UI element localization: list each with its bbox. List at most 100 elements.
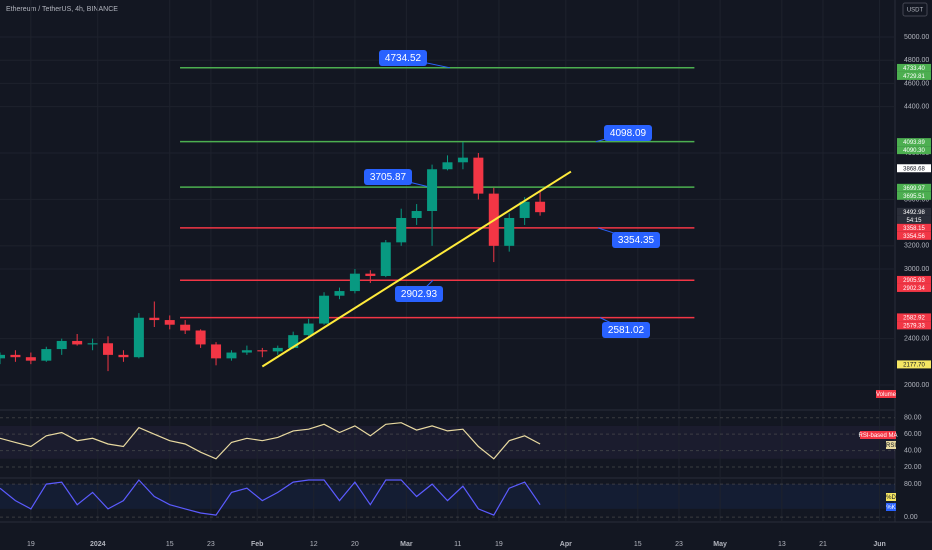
stoch-band: [0, 484, 895, 509]
candle-body: [380, 242, 391, 276]
x-tick-label: 23: [207, 541, 215, 548]
candle-body: [334, 291, 345, 296]
candle-body: [272, 347, 283, 352]
annotation-label: 3705.87: [370, 172, 407, 183]
annotation-box: [364, 169, 412, 185]
y-tick-label: 4400.00: [904, 103, 929, 110]
y-tick-label: 2000.00: [904, 382, 929, 389]
candle-body: [133, 317, 144, 358]
y-tick-label: 60.00: [904, 431, 922, 438]
candle-body: [319, 295, 330, 324]
candle-body: [41, 349, 52, 361]
x-tick-label: 2024: [90, 541, 106, 548]
x-tick-label: Feb: [251, 541, 263, 548]
y-tick-label: 4800.00: [904, 57, 929, 64]
chart-title: Ethereum / TetherUS, 4h, BINANCE: [6, 6, 118, 13]
candle-body: [164, 320, 175, 325]
price-badge: [897, 275, 931, 284]
candle-body: [56, 340, 67, 350]
candle-body: [303, 323, 314, 336]
price-badge: [897, 321, 931, 330]
y-tick-label: 80.00: [904, 481, 922, 488]
price-badge-label: 3354.56: [903, 234, 925, 240]
price-badge: [897, 313, 931, 322]
stoch-line: [0, 479, 541, 516]
pane-label-box: [860, 431, 896, 439]
candle-body: [427, 169, 438, 212]
price-badge-label: 2582.92: [903, 315, 925, 321]
price-badge-label: 2905.93: [903, 278, 925, 284]
price-badge-label: 3695.51: [903, 194, 925, 200]
x-tick-label: 11: [454, 541, 461, 548]
y-tick-label: 80.00: [904, 415, 922, 422]
candle-body: [365, 273, 376, 276]
price-badge-label: 4733.40: [903, 66, 925, 72]
candle-body: [396, 217, 407, 243]
candle-body: [288, 335, 299, 348]
price-badge: [897, 183, 931, 192]
candle-body: [519, 201, 530, 218]
annotation-box: [379, 50, 427, 66]
x-tick-label: 20: [351, 541, 359, 548]
currency-button[interactable]: [902, 2, 928, 17]
candle-body: [411, 211, 422, 218]
x-tick-label: 19: [27, 541, 35, 548]
y-tick-label: 0.00: [904, 514, 918, 521]
x-tick-label: 15: [166, 541, 174, 548]
price-badge-label: 3492.98: [903, 210, 925, 216]
candle-body: [195, 330, 206, 345]
price-badge: [897, 207, 931, 216]
candle-body: [72, 340, 83, 345]
candle-body: [180, 324, 191, 331]
candle-body: [241, 350, 252, 353]
candle-body: [349, 273, 360, 292]
price-badge: [897, 63, 931, 72]
candle-body: [504, 217, 515, 246]
candle-body: [535, 201, 546, 213]
y-tick-label: 40.00: [904, 447, 922, 454]
candle-body: [25, 357, 36, 361]
price-badge-label: 3358.15: [903, 226, 925, 232]
price-badge-label: 2579.33: [903, 323, 925, 329]
price-badge-label: 4729.81: [903, 74, 925, 80]
pane-label: RSI: [886, 443, 896, 449]
candle-body: [226, 352, 237, 359]
pane-label-box: [886, 493, 896, 501]
annotation-box: [604, 125, 652, 141]
annotation-label: 2581.02: [608, 325, 645, 336]
candle-body: [257, 350, 268, 352]
pane-label: RSI-based MA: [858, 433, 897, 439]
annotation-label: 2902.93: [401, 289, 438, 300]
y-tick-label: 20.00: [904, 464, 922, 471]
x-tick-label: Mar: [400, 541, 413, 548]
price-badge: [897, 360, 931, 369]
annotation-label: 3354.35: [618, 235, 655, 246]
price-badge: [897, 138, 931, 147]
annotation-box: [612, 232, 660, 248]
x-tick-label: May: [713, 541, 727, 548]
candle-body: [211, 344, 222, 359]
price-badge: [897, 223, 931, 232]
pane-label-box: [886, 441, 896, 449]
candle-body: [87, 343, 98, 345]
candle-body: [103, 343, 114, 355]
candle-body: [149, 317, 160, 321]
y-tick-label: 5000.00: [904, 34, 929, 41]
candle-body: [442, 162, 453, 170]
x-tick-label: 12: [310, 541, 318, 548]
x-tick-label: 13: [778, 541, 786, 548]
candle-body: [0, 354, 5, 359]
price-badge: [897, 146, 931, 155]
candle-body: [457, 157, 468, 163]
x-tick-label: 23: [675, 541, 683, 548]
pane-label: %D: [886, 495, 896, 501]
candle-body: [473, 157, 484, 194]
price-badge: [897, 215, 931, 224]
rsi-line: [0, 422, 541, 460]
price-badge: [897, 191, 931, 200]
price-badge: [897, 71, 931, 80]
x-tick-label: 21: [819, 541, 827, 548]
price-badge-label: 4090.30: [903, 148, 925, 154]
x-tick-label: Apr: [560, 541, 572, 548]
currency-label[interactable]: USDT: [907, 8, 924, 14]
